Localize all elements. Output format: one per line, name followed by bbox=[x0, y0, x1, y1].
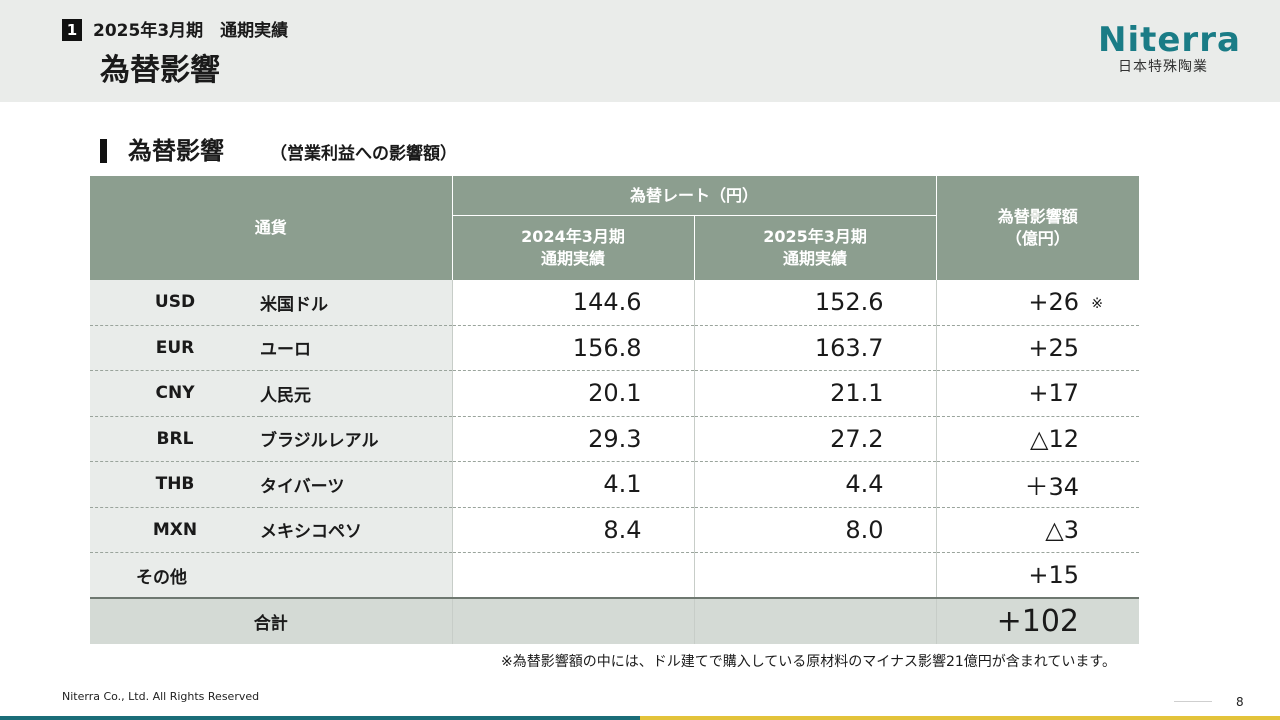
currency-code: USD bbox=[90, 279, 260, 326]
table-row-other: その他 +15 bbox=[90, 552, 1140, 599]
header-currency: 通貨 bbox=[90, 175, 453, 280]
footnote: ※為替影響額の中には、ドル建てで購入している原材料のマイナス影響21億円が含まれ… bbox=[500, 654, 1116, 670]
total-curr-empty bbox=[693, 597, 937, 644]
rate-curr: 152.6 bbox=[693, 279, 937, 326]
fx-impact-table: 通貨 為替レート（円） 為替影響額 （億円） 2024年3月期 通期実績 202… bbox=[90, 175, 1140, 644]
currency-code: THB bbox=[90, 461, 260, 508]
table-row: USD 米国ドル 144.6 152.6 +26 ※ bbox=[90, 279, 1140, 326]
currency-name: 人民元 bbox=[260, 370, 453, 417]
logo-subtitle: 日本特殊陶業 bbox=[1118, 59, 1208, 75]
impact-value: +15 bbox=[935, 552, 1140, 599]
page-number-rule bbox=[1174, 701, 1212, 702]
currency-name: ユーロ bbox=[260, 325, 453, 371]
currency-code: EUR bbox=[90, 325, 260, 371]
logo-wordmark: Niterra bbox=[1098, 20, 1241, 60]
section-marker-bar bbox=[100, 139, 107, 163]
company-logo: Niterra 日本特殊陶業 bbox=[1098, 22, 1243, 76]
header-impact-line1: 為替影響額 bbox=[997, 206, 1078, 226]
total-label: 合計 bbox=[90, 597, 453, 644]
note-mark: ※ bbox=[1091, 295, 1104, 312]
rate-prev: 144.6 bbox=[451, 279, 695, 326]
impact-value: +26 bbox=[1028, 288, 1080, 316]
currency-name: 米国ドル bbox=[260, 279, 453, 326]
rate-prev: 20.1 bbox=[451, 370, 695, 417]
section-title: 為替影響 bbox=[128, 137, 224, 165]
page-title: 為替影響 bbox=[100, 53, 220, 88]
header-prev-line2: 通期実績 bbox=[541, 248, 606, 268]
currency-name: タイバーツ bbox=[260, 461, 453, 508]
currency-code: BRL bbox=[90, 416, 260, 462]
rate-curr: 21.1 bbox=[693, 370, 937, 417]
header-prev-line1: 2024年3月期 bbox=[521, 226, 625, 246]
total-impact-value: +102 bbox=[935, 597, 1140, 644]
header-curr-line2: 通期実績 bbox=[783, 248, 848, 268]
section-number-badge: 1 bbox=[62, 19, 82, 41]
header-curr-line1: 2025年3月期 bbox=[763, 226, 867, 246]
currency-name: メキシコペソ bbox=[260, 507, 453, 553]
total-prev-empty bbox=[451, 597, 695, 644]
table-row: THB タイバーツ 4.1 4.4 ＋34 bbox=[90, 461, 1140, 508]
rate-curr: 8.0 bbox=[693, 507, 937, 553]
header-curr-period: 2025年3月期 通期実績 bbox=[693, 215, 937, 280]
header-prev-period: 2024年3月期 通期実績 bbox=[451, 215, 695, 280]
currency-name: ブラジルレアル bbox=[260, 416, 453, 462]
copyright: Niterra Co., Ltd. All Rights Reserved bbox=[62, 690, 260, 703]
table-row: MXN メキシコペソ 8.4 8.0 △3 bbox=[90, 507, 1140, 553]
rate-curr-empty bbox=[693, 552, 937, 599]
table-row: CNY 人民元 20.1 21.1 +17 bbox=[90, 370, 1140, 417]
header-impact: 為替影響額 （億円） bbox=[935, 175, 1140, 280]
rate-prev: 29.3 bbox=[451, 416, 695, 462]
rate-prev-empty bbox=[451, 552, 695, 599]
table-row: EUR ユーロ 156.8 163.7 +25 bbox=[90, 325, 1140, 371]
impact-value: △3 bbox=[935, 507, 1140, 553]
header-rate-group: 為替レート（円） bbox=[451, 175, 937, 216]
period-label: 2025年3月期 通期実績 bbox=[93, 21, 289, 41]
bottom-accent-teal bbox=[0, 716, 640, 720]
rate-curr: 4.4 bbox=[693, 461, 937, 508]
header-impact-line2: （億円） bbox=[1005, 228, 1070, 248]
impact-value: ＋34 bbox=[935, 461, 1140, 508]
rate-curr: 163.7 bbox=[693, 325, 937, 371]
page-number: 8 bbox=[1236, 695, 1244, 709]
table-row: BRL ブラジルレアル 29.3 27.2 △12 bbox=[90, 416, 1140, 462]
impact-value: +17 bbox=[935, 370, 1140, 417]
bottom-accent-gold bbox=[640, 716, 1280, 720]
rate-prev: 8.4 bbox=[451, 507, 695, 553]
slide-header: 1 2025年3月期 通期実績 為替影響 Niterra 日本特殊陶業 bbox=[0, 0, 1280, 102]
impact-value: +25 bbox=[935, 325, 1140, 371]
rate-prev: 4.1 bbox=[451, 461, 695, 508]
currency-code: MXN bbox=[90, 507, 260, 553]
other-label: その他 bbox=[90, 552, 453, 599]
impact-value: △12 bbox=[935, 416, 1140, 462]
section-subtitle: （営業利益への影響額） bbox=[270, 144, 457, 164]
rate-prev: 156.8 bbox=[451, 325, 695, 371]
impact-value-cell: +26 ※ bbox=[935, 279, 1140, 326]
table-row-total: 合計 +102 bbox=[90, 597, 1140, 644]
rate-curr: 27.2 bbox=[693, 416, 937, 462]
currency-code: CNY bbox=[90, 370, 260, 417]
